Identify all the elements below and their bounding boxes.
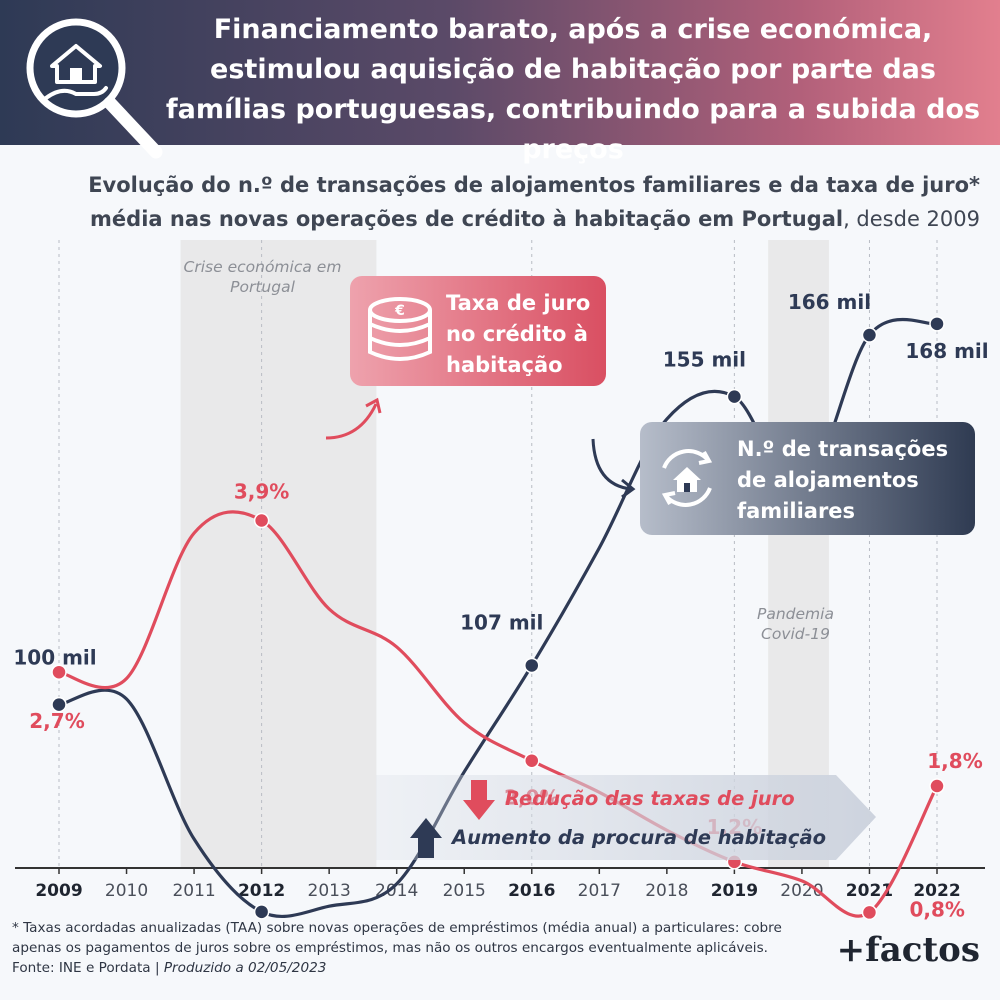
x-tick-label: 2014 [375,881,418,901]
subtitle-rest: , desde 2009 [843,207,980,231]
header-banner [0,0,1000,145]
crisis-band [180,240,377,868]
interest-rate-point [253,512,270,529]
subtitle-main: Evolução do n.º de transações de alojame… [88,173,980,231]
transactions-point [726,388,743,405]
interest-rate-data-label: 1,8% [927,749,982,773]
interest-rate-data-label: 2,7% [29,709,84,733]
x-tick-label: 2009 [35,881,82,901]
transactions-callout: N.º de transações de alojamentos familia… [640,422,975,535]
transactions-point [51,696,67,713]
magnifier-house-icon [26,18,163,159]
pandemic-band-label: Pandemia Covid-19 [757,605,834,643]
transactions-data-label: 155 mil [663,348,746,372]
coins-icon: € [368,297,432,361]
footnote: * Taxas acordadas anualizadas (TAA) sobr… [12,918,792,978]
x-tick-label: 2011 [172,881,215,901]
interest-rate-point [524,752,540,769]
interest-rate-callout: € Taxa de juro no crédito à habitação [350,276,606,386]
interest-rate-callout-label: Taxa de juro no crédito à habitação [446,291,591,377]
chart-subtitle: Evolução do n.º de transações de alojame… [10,168,980,236]
transactions-point [861,327,878,343]
transactions-data-label: 107 mil [460,610,543,634]
interest-rate-point [929,778,945,794]
house-cycle-icon [661,449,713,507]
svg-text:€: € [394,303,405,319]
x-tick-label: 2022 [913,881,960,901]
footnote-text: * Taxas acordadas anualizadas (TAA) sobr… [12,920,782,976]
transactions-data-label: 168 mil [905,339,988,363]
crisis-band-label: Crise económica em Portugal [183,258,342,296]
interest-rate-point [51,664,67,680]
brand-logo: +factos [836,930,980,970]
arrow-up-icon [410,818,442,858]
legend-demand-increase: Aumento da procura de habitação [452,826,827,849]
x-tick-label: 2010 [105,881,148,901]
trend-banner [376,775,876,860]
interest-rate-line [58,510,939,918]
x-tick-label: 2018 [645,881,688,901]
transactions-point [253,904,270,920]
transactions-callout-label: N.º de transações de alojamentos familia… [737,437,949,523]
x-tick-label: 2015 [443,881,486,901]
x-tick-label: 2021 [846,881,893,901]
transactions-point [524,657,540,674]
line-chart: 2009 2010 2011 2012 2013 2014 2015 2016 2017 2018… [13,240,989,920]
transactions-data-label: 166 mil [788,290,871,314]
interest-rate-data-label: 0,8% [909,897,964,920]
arrow-down-icon [463,780,495,820]
pointer-arrow-icon [591,438,636,499]
pointer-arrow-icon [325,397,382,440]
x-tick-label: 2016 [508,881,555,901]
page-title: Financiamento barato, após a crise econó… [165,14,981,165]
produced-date: Produzido a 02/05/2023 [163,960,327,976]
interest-rate-data-label: 3,9% [234,479,289,503]
pandemic-band [768,240,829,868]
x-tick-label: 2017 [578,881,621,901]
interest-rate-point [861,904,878,920]
legend-rate-decrease: Redução das taxas de juro [505,787,795,810]
x-tick-label: 2013 [308,881,351,901]
transactions-point [929,316,945,332]
x-tick-label: 2019 [711,881,758,901]
x-tick-label: 2012 [238,881,285,901]
